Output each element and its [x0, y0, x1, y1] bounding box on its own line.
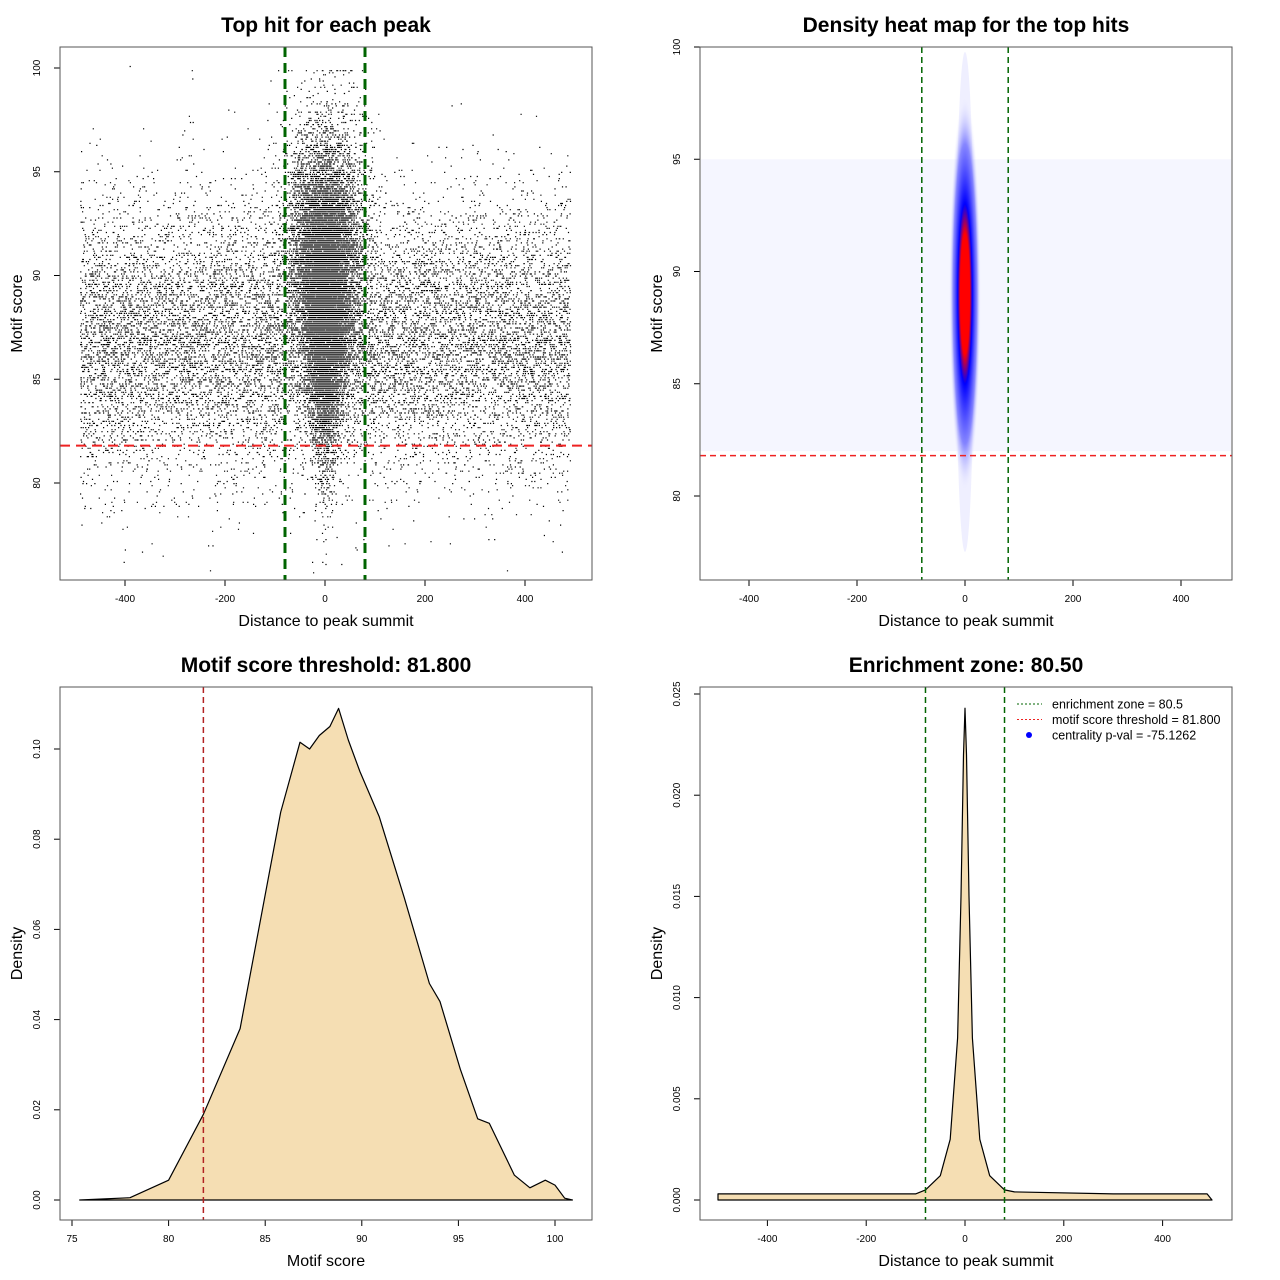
density-curve	[79, 707, 573, 1201]
x-tick-label: 0	[962, 1234, 968, 1245]
density-curve	[717, 707, 1213, 1201]
y-axis-label: Density	[649, 927, 666, 980]
y-tick-label: 85	[32, 373, 43, 385]
y-axis-label: Motif score	[9, 274, 26, 352]
x-tick-label: 100	[547, 1234, 564, 1245]
y-tick-label: 0.08	[32, 829, 43, 849]
x-axis-label: Distance to peak summit	[878, 613, 1054, 630]
legend-dot	[1026, 732, 1032, 738]
legend-label: centrality p-val = -75.1262	[1052, 729, 1196, 743]
plot-area	[700, 47, 1232, 580]
y-tick-label: 0.015	[672, 883, 683, 908]
x-tick-label: 85	[260, 1234, 272, 1245]
x-tick-label: -400	[757, 1234, 777, 1245]
x-tick-label: -200	[856, 1234, 876, 1245]
density-peak	[949, 93, 981, 494]
panel-2: Density heat map for the top hits Distanc…	[649, 14, 1233, 630]
panel-4: Enrichment zone: 80.50 Distance to peak s…	[649, 654, 1233, 1270]
x-tick-label: 200	[1055, 1234, 1072, 1245]
x-tick-label: 95	[453, 1234, 465, 1245]
plot-frame	[699, 46, 1233, 581]
y-tick-label: 100	[32, 59, 43, 76]
y-axis-label: Density	[9, 927, 26, 980]
x-tick-label: -400	[739, 594, 759, 605]
plot-area	[717, 687, 1213, 1220]
y-tick-label: 90	[672, 266, 683, 278]
y-tick-label: 0.06	[32, 919, 43, 939]
x-tick-label: 80	[163, 1234, 175, 1245]
y-tick-label: 95	[32, 166, 43, 178]
plot-frame	[699, 686, 1233, 1221]
legend-label: enrichment zone = 80.5	[1052, 698, 1183, 712]
x-tick-label: -200	[847, 594, 867, 605]
y-axis-label: Motif score	[649, 274, 666, 352]
chart-title: Motif score threshold: 81.800	[181, 654, 472, 677]
x-axis-label: Motif score	[287, 1253, 365, 1270]
x-tick-label: 200	[1065, 594, 1082, 605]
x-tick-label: 400	[1173, 594, 1190, 605]
x-axis-label: Distance to peak summit	[238, 613, 414, 630]
chart-title: Top hit for each peak	[221, 14, 431, 37]
scatter-points	[80, 65, 572, 574]
x-tick-label: 0	[962, 594, 968, 605]
y-tick-label: 0.02	[32, 1100, 43, 1120]
y-tick-label: 0.025	[672, 681, 683, 706]
plot-area	[79, 687, 573, 1220]
chart-title: Density heat map for the top hits	[803, 14, 1130, 37]
y-tick-label: 100	[672, 38, 683, 55]
y-tick-label: 80	[32, 477, 43, 489]
x-tick-label: 0	[322, 594, 328, 605]
x-tick-label: 200	[417, 594, 434, 605]
x-axis-label: Distance to peak summit	[878, 1253, 1054, 1270]
y-tick-label: 0.005	[672, 1086, 683, 1111]
x-tick-label: -400	[115, 594, 135, 605]
plot-frame	[59, 686, 593, 1221]
y-tick-label: 0.020	[672, 782, 683, 807]
plot-frame	[59, 46, 593, 581]
y-tick-label: 90	[32, 270, 43, 282]
chart-title: Enrichment zone: 80.50	[849, 654, 1084, 677]
x-tick-label: 75	[66, 1234, 78, 1245]
x-tick-label: 400	[1154, 1234, 1171, 1245]
y-tick-label: 80	[672, 490, 683, 502]
y-tick-label: 0.10	[32, 739, 43, 759]
y-tick-label: 0.010	[672, 985, 683, 1010]
x-tick-label: 90	[356, 1234, 368, 1245]
y-tick-label: 85	[672, 378, 683, 390]
panel-1: Top hit for each peak Distance to peak su…	[9, 14, 593, 630]
y-tick-label: 0.000	[672, 1187, 683, 1212]
y-tick-label: 0.04	[32, 1009, 43, 1029]
y-tick-label: 0.00	[32, 1190, 43, 1210]
plot-area	[60, 47, 592, 580]
x-tick-label: -200	[215, 594, 235, 605]
y-tick-label: 95	[672, 153, 683, 165]
x-tick-label: 400	[517, 594, 534, 605]
legend-label: motif score threshold = 81.800	[1052, 713, 1221, 727]
panel-3: Motif score threshold: 81.800 Motif score…	[9, 654, 593, 1270]
